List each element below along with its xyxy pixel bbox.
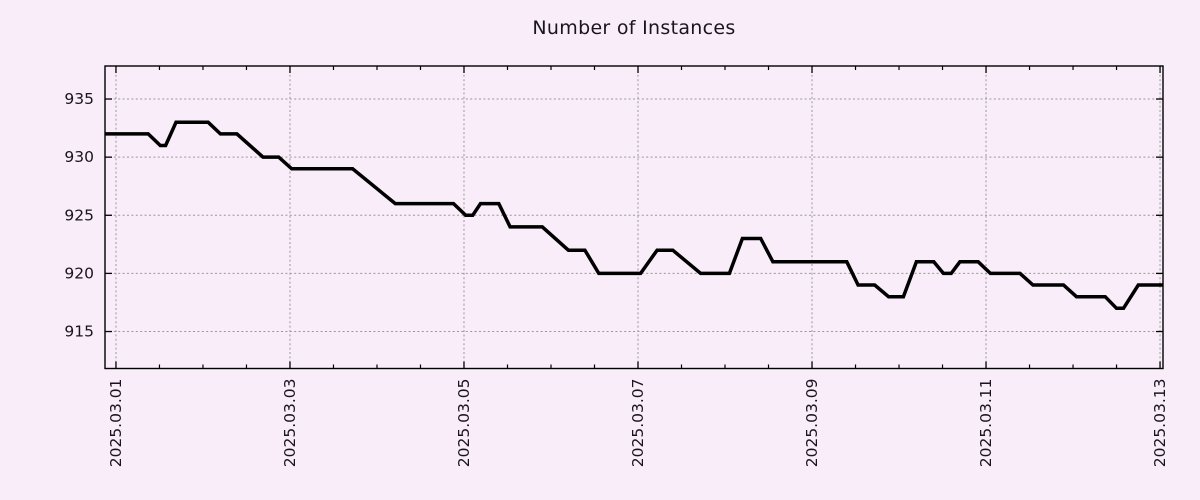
x-tick-label: 2025.03.03	[281, 379, 299, 468]
x-tick-label: 2025.03.09	[803, 379, 821, 468]
y-tick-label: 915	[64, 323, 94, 341]
plot-border	[104, 65, 1164, 370]
y-tick-label: 935	[64, 90, 94, 108]
x-tick-label: 2025.03.07	[629, 379, 647, 468]
x-tick-label: 2025.03.11	[977, 378, 995, 467]
y-tick-label: 920	[64, 264, 94, 282]
x-tick-label: 2025.03.13	[1151, 379, 1169, 468]
x-tick-label: 2025.03.05	[455, 379, 473, 468]
x-tick-label: 2025.03.01	[107, 379, 125, 468]
y-tick-label: 925	[64, 206, 94, 224]
data-line	[105, 120, 1163, 311]
y-tick-label: 930	[64, 148, 94, 166]
chart-title: Number of Instances	[532, 17, 736, 39]
